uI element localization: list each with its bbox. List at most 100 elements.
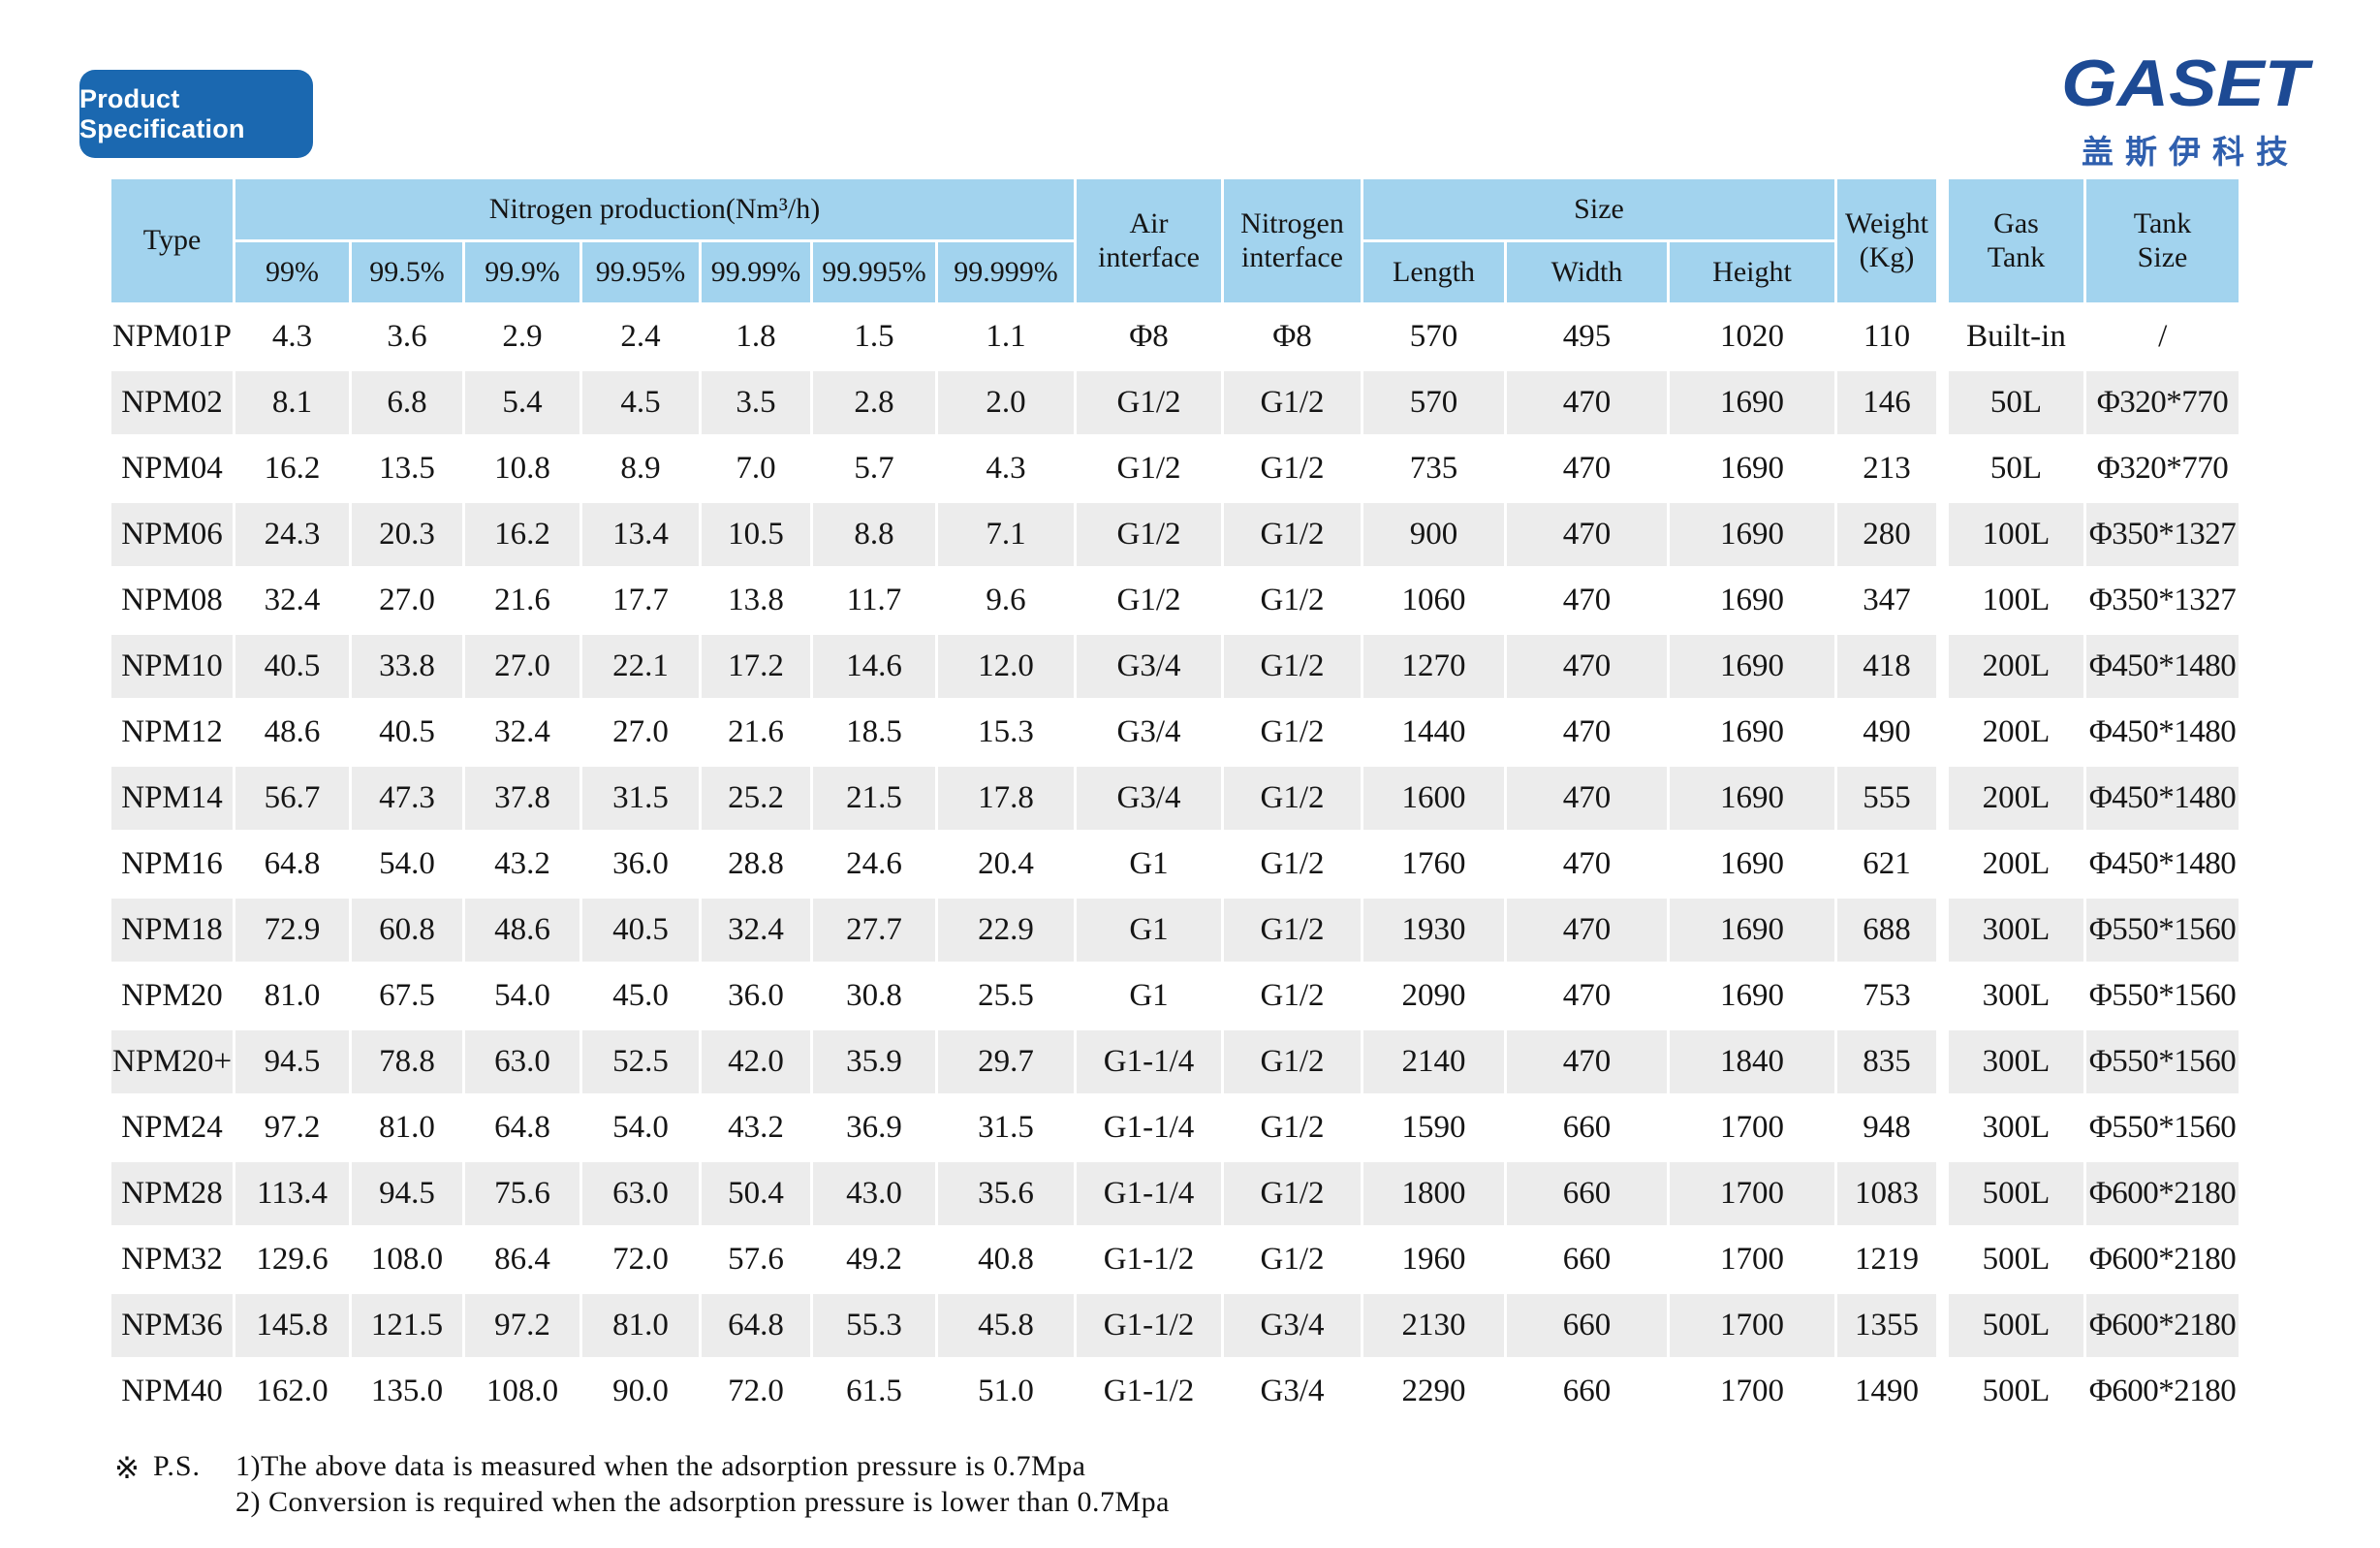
cell-gas_tank: 300L [1949, 1096, 2083, 1159]
cell-p99: 8.1 [235, 371, 349, 434]
cell-height: 1700 [1670, 1096, 1834, 1159]
cell-height: 1690 [1670, 701, 1834, 764]
cell-p99_9: 16.2 [465, 503, 579, 566]
cell-length: 1800 [1363, 1162, 1504, 1225]
cell-p99_9: 21.6 [465, 569, 579, 632]
cell-p99_95: 13.4 [582, 503, 699, 566]
cell-type: NPM10 [111, 635, 233, 698]
cell-p99_995: 11.7 [813, 569, 935, 632]
cell-p99: 40.5 [235, 635, 349, 698]
cell-p99_95: 36.0 [582, 833, 699, 896]
note-line-2: 2) Conversion is required when the adsor… [235, 1486, 1171, 1518]
cell-p99_5: 135.0 [352, 1360, 462, 1423]
cell-p99_5: 47.3 [352, 767, 462, 830]
cell-weight: 146 [1837, 371, 1946, 434]
cell-air_interface: G1 [1077, 833, 1221, 896]
cell-width: 660 [1507, 1294, 1667, 1357]
col-header-size: Size [1363, 179, 1834, 239]
cell-weight: 948 [1837, 1096, 1946, 1159]
cell-tank_size: Φ450*1480 [2086, 767, 2239, 830]
table-row: NPM08 32.4 27.0 21.6 17.7 13.8 11.7 9.6 G1/2 G1/2… [111, 569, 2239, 632]
cell-weight: 753 [1837, 964, 1946, 1027]
cell-p99_95: 22.1 [582, 635, 699, 698]
cell-weight: 418 [1837, 635, 1946, 698]
cell-p99_99: 57.6 [702, 1228, 810, 1291]
cell-weight: 621 [1837, 833, 1946, 896]
cell-p99_999: 4.3 [938, 437, 1074, 500]
cell-width: 470 [1507, 964, 1667, 1027]
cell-height: 1690 [1670, 437, 1834, 500]
cell-p99_95: 63.0 [582, 1162, 699, 1225]
cell-p99_999: 22.9 [938, 899, 1074, 962]
cell-type: NPM40 [111, 1360, 233, 1423]
cell-height: 1700 [1670, 1360, 1834, 1423]
cell-p99_5: 3.6 [352, 305, 462, 368]
cell-p99: 32.4 [235, 569, 349, 632]
cell-p99_9: 108.0 [465, 1360, 579, 1423]
cell-height: 1700 [1670, 1162, 1834, 1225]
cell-height: 1840 [1670, 1030, 1834, 1093]
cell-p99: 16.2 [235, 437, 349, 500]
cell-nitrogen_interface: G1/2 [1224, 1030, 1361, 1093]
table-row: NPM20 81.0 67.5 54.0 45.0 36.0 30.8 25.5 G1 G1/2 2… [111, 964, 2239, 1027]
cell-p99: 4.3 [235, 305, 349, 368]
table-row: NPM01P 4.3 3.6 2.9 2.4 1.8 1.5 1.1 Φ8 Φ8 570 495 102… [111, 305, 2239, 368]
reference-mark: ※ [114, 1451, 140, 1486]
col-header-gas-tank: Gas Tank [1949, 179, 2083, 302]
note-lines: 1)The above data is measured when the ad… [235, 1450, 1170, 1522]
cell-width: 470 [1507, 899, 1667, 962]
cell-weight: 1490 [1837, 1360, 1946, 1423]
cell-p99_95: 17.7 [582, 569, 699, 632]
cell-p99_9: 97.2 [465, 1294, 579, 1357]
gaset-logo: GASET 盖斯伊科技 [2061, 50, 2308, 173]
cell-p99_5: 33.8 [352, 635, 462, 698]
cell-width: 660 [1507, 1162, 1667, 1225]
cell-tank_size: / [2086, 305, 2239, 368]
cell-p99_99: 10.5 [702, 503, 810, 566]
cell-gas_tank: 300L [1949, 964, 2083, 1027]
cell-p99_995: 5.7 [813, 437, 935, 500]
table-body: NPM01P 4.3 3.6 2.9 2.4 1.8 1.5 1.1 Φ8 Φ8 570 495 102… [111, 305, 2239, 1423]
cell-gas_tank: 50L [1949, 371, 2083, 434]
cell-tank_size: Φ600*2180 [2086, 1228, 2239, 1291]
cell-p99_995: 35.9 [813, 1030, 935, 1093]
cell-length: 1960 [1363, 1228, 1504, 1291]
cell-p99_95: 81.0 [582, 1294, 699, 1357]
cell-width: 470 [1507, 635, 1667, 698]
cell-height: 1700 [1670, 1228, 1834, 1291]
cell-height: 1690 [1670, 899, 1834, 962]
cell-gas_tank: Built-in [1949, 305, 2083, 368]
cell-tank_size: Φ450*1480 [2086, 833, 2239, 896]
col-header-width: Width [1507, 242, 1667, 302]
col-header-nitrogen-production: Nitrogen production(Nm³/h) [235, 179, 1074, 239]
cell-weight: 688 [1837, 899, 1946, 962]
col-header-purity-99-995: 99.995% [813, 242, 935, 302]
cell-length: 735 [1363, 437, 1504, 500]
cell-p99_99: 17.2 [702, 635, 810, 698]
col-header-type: Type [111, 179, 233, 302]
cell-type: NPM04 [111, 437, 233, 500]
cell-p99_995: 24.6 [813, 833, 935, 896]
cell-length: 900 [1363, 503, 1504, 566]
cell-p99: 24.3 [235, 503, 349, 566]
cell-type: NPM18 [111, 899, 233, 962]
cell-air_interface: G1 [1077, 899, 1221, 962]
cell-width: 495 [1507, 305, 1667, 368]
cell-tank_size: Φ350*1327 [2086, 503, 2239, 566]
cell-weight: 280 [1837, 503, 1946, 566]
table-row: NPM14 56.7 47.3 37.8 31.5 25.2 21.5 17.8 G3/4 G1/… [111, 767, 2239, 830]
cell-p99_999: 12.0 [938, 635, 1074, 698]
cell-p99: 72.9 [235, 899, 349, 962]
cell-air_interface: G1/2 [1077, 437, 1221, 500]
col-header-purity-99-99: 99.99% [702, 242, 810, 302]
cell-p99_5: 40.5 [352, 701, 462, 764]
cell-tank_size: Φ320*770 [2086, 437, 2239, 500]
cell-p99: 64.8 [235, 833, 349, 896]
cell-p99: 162.0 [235, 1360, 349, 1423]
note-line-1: 1)The above data is measured when the ad… [235, 1450, 1086, 1482]
cell-p99_995: 30.8 [813, 964, 935, 1027]
col-header-air-interface: Air interface [1077, 179, 1221, 302]
cell-weight: 835 [1837, 1030, 1946, 1093]
footnotes: ※ P.S. 1)The above data is measured when… [114, 1450, 1170, 1522]
cell-gas_tank: 500L [1949, 1228, 2083, 1291]
